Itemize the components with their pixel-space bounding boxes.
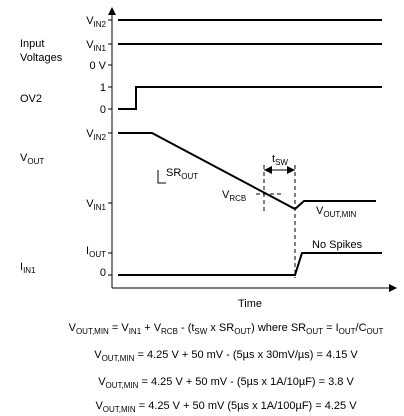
annotation: VOUT,MIN xyxy=(316,205,356,219)
subscript: RCB xyxy=(229,194,246,203)
group-label: Voltages xyxy=(20,52,63,64)
text-run: V xyxy=(222,189,230,201)
subscript: OUT xyxy=(367,327,384,336)
text-run: + V xyxy=(141,322,162,334)
group-label: IIN1 xyxy=(20,261,36,275)
annotation: SROUT xyxy=(166,167,198,181)
time-label: Time xyxy=(238,298,262,310)
iin1-trace xyxy=(118,252,382,276)
axis-label: VIN2 xyxy=(86,128,106,142)
subscript: OUT,MIN xyxy=(102,354,135,363)
subscript: SW xyxy=(275,158,288,167)
subscript: OUT xyxy=(306,327,323,336)
axis-label: 0 xyxy=(100,267,106,279)
text-run: x SR xyxy=(207,322,234,334)
subscript: RCB xyxy=(161,327,178,336)
subscript: OUT xyxy=(339,327,356,336)
text-run: V xyxy=(86,198,94,210)
text-run: V xyxy=(69,322,77,334)
subscript: IN2 xyxy=(94,133,107,142)
text-run: - (t xyxy=(178,322,195,334)
axis-label: VIN1 xyxy=(86,198,106,212)
text-run: V xyxy=(20,152,28,164)
text-run: = 4.25 V + 50 mV - (5µs x 30mV/µs) = 4.1… xyxy=(134,349,358,361)
group-label: OV2 xyxy=(20,93,42,105)
subscript: OUT,MIN xyxy=(76,327,109,336)
text-run: V xyxy=(86,39,94,51)
subscript: OUT xyxy=(27,157,44,166)
text-run: 0 V xyxy=(89,60,106,72)
text-run: 0 xyxy=(100,267,106,279)
text-run: V xyxy=(86,128,94,140)
text-run: 1 xyxy=(100,82,106,94)
subscript: OUT,MIN xyxy=(106,381,139,390)
axis-label: 1 xyxy=(100,82,106,94)
text-run: V xyxy=(95,400,103,412)
axis-label: 0 V xyxy=(89,60,106,72)
text-run: ) where SR xyxy=(251,322,306,334)
text-run: 0 xyxy=(100,104,106,116)
subscript: OUT xyxy=(181,172,198,181)
text-run: V xyxy=(316,205,324,217)
text-run: V xyxy=(86,15,94,27)
subscript: OUT,MIN xyxy=(103,405,136,414)
text-run: V xyxy=(94,349,102,361)
text-run: = V xyxy=(109,322,130,334)
axis-label: VIN1 xyxy=(86,39,106,53)
subscript: SW xyxy=(194,327,207,336)
vout-trace xyxy=(118,132,376,211)
subscript: OUT xyxy=(89,250,106,259)
text-run: = I xyxy=(323,322,339,334)
axis-label: IOUT xyxy=(86,245,106,259)
equation: VOUT,MIN = 4.25 V + 50 mV - (5µs x 1A/10… xyxy=(98,376,354,390)
text-run: = 4.25 V + 50 mV - (5µs x 1A/10µF) = 3.8… xyxy=(138,376,354,388)
axis-label: 0 xyxy=(100,104,106,116)
text-run: SR xyxy=(166,167,181,179)
equation: VOUT,MIN = 4.25 V + 50 mV - (5µs x 30mV/… xyxy=(94,349,358,363)
text-run: = 4.25 V + 50 mV (5µs x 1A/100µF) = 4.25… xyxy=(136,400,358,412)
annotation: tSW xyxy=(272,153,288,167)
axis-ticks xyxy=(108,19,112,276)
ov2-trace xyxy=(118,86,382,110)
text-run: V xyxy=(98,376,106,388)
slope-bracket xyxy=(157,170,166,184)
text-run: I xyxy=(86,245,89,257)
equation: VOUT,MIN = 4.25 V + 50 mV (5µs x 1A/100µ… xyxy=(95,400,357,414)
subscript: OUT,MIN xyxy=(323,210,356,219)
subscript: IN1 xyxy=(129,327,142,336)
group-label: VOUT xyxy=(20,152,44,166)
axis-label: VIN2 xyxy=(86,15,106,29)
text-run: No Spikes xyxy=(312,239,363,251)
subscript: OUT xyxy=(234,327,251,336)
annotation: No Spikes xyxy=(312,239,363,251)
text-run: t xyxy=(272,153,275,165)
subscript: IN1 xyxy=(23,266,36,275)
subscript: IN1 xyxy=(94,203,107,212)
labels: VIN2 VIN1 0 V 1 0 VIN2 VIN1 IOUT 0 Input… xyxy=(20,15,384,414)
text-run: I xyxy=(20,261,23,273)
subscript: IN1 xyxy=(94,44,107,53)
annotation: VRCB xyxy=(222,189,246,203)
equation: VOUT,MIN = VIN1 + VRCB - (tSW x SROUT) w… xyxy=(69,322,384,336)
group-label: Input xyxy=(20,38,44,50)
subscript: IN2 xyxy=(94,20,107,29)
text-run: OV2 xyxy=(20,93,42,105)
text-run: /C xyxy=(356,322,367,334)
